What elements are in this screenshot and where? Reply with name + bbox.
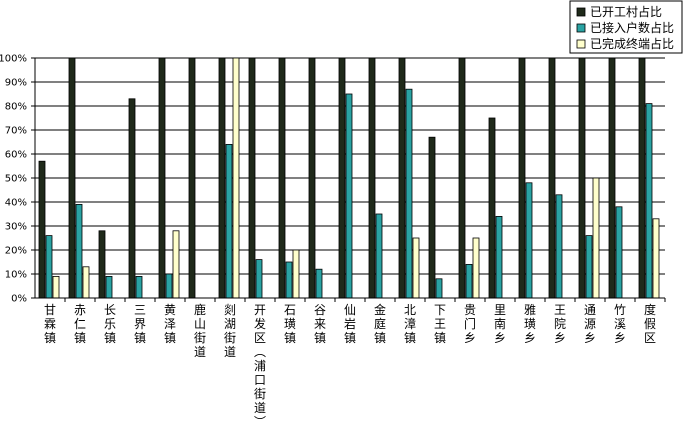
bar-1-0: [68, 57, 76, 299]
bar-2-0: [98, 230, 106, 299]
bar-3-0: [128, 98, 136, 299]
y-tick-label: 50%: [5, 174, 27, 185]
bar-13-0: [428, 136, 436, 299]
category-label: 王院乡: [554, 303, 566, 345]
bar-0-1: [45, 235, 53, 299]
bar-4-1: [165, 273, 173, 299]
bar-10-0: [338, 57, 346, 299]
category-label: 剡湖街道: [224, 303, 236, 359]
bar-18-0: [578, 57, 586, 299]
legend-label-1: 已接入户数占比: [590, 20, 674, 35]
bar-14-2: [472, 237, 480, 299]
legend-swatch-2: [576, 39, 586, 49]
bar-18-1: [585, 235, 593, 299]
y-tick-label: 0%: [11, 294, 27, 305]
y-tick-label: 100%: [0, 54, 27, 65]
y-tick-label: 60%: [5, 150, 27, 161]
y-tick-label: 40%: [5, 198, 27, 209]
axes: 0% 10% 20% 30% 40% 50% 60% 70% 80% 90% 100%: [0, 54, 666, 305]
y-tick-label: 20%: [5, 246, 27, 257]
bar-20-1: [645, 103, 653, 299]
bar-18-2: [592, 177, 600, 299]
legend-box: [569, 0, 683, 54]
legend-swatch-1: [576, 23, 586, 33]
y-tick-label: 30%: [5, 222, 27, 233]
bar-2-1: [105, 275, 113, 299]
bar-6-1: [225, 143, 233, 299]
bar-14-1: [465, 263, 473, 299]
bar-15-0: [488, 117, 496, 299]
category-label: 贵门乡: [464, 303, 476, 345]
category-label: 长乐镇: [104, 303, 116, 345]
bar-4-0: [158, 57, 166, 299]
bar-10-1: [345, 93, 353, 299]
category-label: 甘霖镇: [44, 303, 56, 345]
bar-14-0: [458, 57, 466, 299]
category-label: 石璜镇: [284, 303, 296, 345]
bar-1-2: [82, 266, 90, 299]
legend-label-2: 已完成终端占比: [590, 36, 674, 51]
category-label: 金庭镇: [374, 302, 386, 345]
bar-19-0: [608, 57, 616, 299]
y-tick-label: 10%: [5, 270, 27, 281]
y-tick-label: 90%: [5, 78, 27, 89]
category-label: 仙岩镇: [344, 303, 356, 345]
y-tick-label: 80%: [5, 102, 27, 113]
bar-1-1: [75, 203, 83, 299]
bar-17-0: [548, 57, 556, 299]
bar-17-1: [555, 194, 563, 299]
bar-11-0: [368, 57, 376, 299]
category-label: 竹溪乡: [614, 303, 626, 345]
category-label: 下王镇: [434, 303, 446, 345]
bar-6-2: [232, 57, 240, 299]
category-label: 北漳镇: [404, 303, 416, 345]
bar-3-1: [135, 275, 143, 299]
bar-12-1: [405, 88, 413, 299]
bar-7-1: [255, 259, 263, 299]
bar-0-2: [52, 275, 60, 299]
bars: [38, 57, 660, 299]
bar-8-0: [278, 57, 286, 299]
category-label: 通源乡: [584, 303, 596, 345]
legend-swatch-0: [576, 7, 586, 17]
bar-13-1: [435, 278, 443, 299]
category-label: 谷来镇: [314, 303, 326, 345]
legend-label-0: 已开工村占比: [590, 4, 662, 19]
category-label: 雅璜乡: [524, 302, 536, 345]
bar-7-0: [248, 57, 256, 299]
bar-8-2: [292, 249, 300, 299]
bar-20-0: [638, 57, 646, 299]
category-label: 鹿山街道: [194, 302, 206, 359]
bar-0-0: [38, 160, 46, 299]
category-label: 开发区︵浦口街道︶: [254, 303, 266, 429]
bar-5-0: [188, 57, 196, 299]
category-labels: 甘霖镇 赤仁镇 长乐镇 三界镇 黄泽镇 鹿山街道 剡湖街道 开发区︵浦口街道︶ 石璜镇 谷来镇 仙岩…: [44, 302, 656, 429]
category-label: 三界镇: [134, 303, 146, 345]
bar-11-1: [375, 213, 383, 299]
bar-8-1: [285, 261, 293, 299]
bar-20-2: [652, 218, 660, 299]
bar-15-1: [495, 215, 503, 299]
bar-16-0: [518, 57, 526, 299]
bar-16-1: [525, 182, 533, 299]
category-label: 赤仁镇: [74, 303, 86, 345]
category-label: 黄泽镇: [164, 303, 176, 345]
bar-19-1: [615, 206, 623, 299]
bar-6-0: [218, 57, 226, 299]
bar-9-0: [308, 57, 316, 299]
bar-12-0: [398, 57, 406, 299]
bar-9-1: [315, 268, 323, 299]
bar-12-2: [412, 237, 420, 299]
y-tick-label: 70%: [5, 126, 27, 137]
category-label: 里南乡: [494, 303, 506, 345]
category-label: 度假区: [644, 302, 656, 345]
bar-4-2: [172, 230, 180, 299]
